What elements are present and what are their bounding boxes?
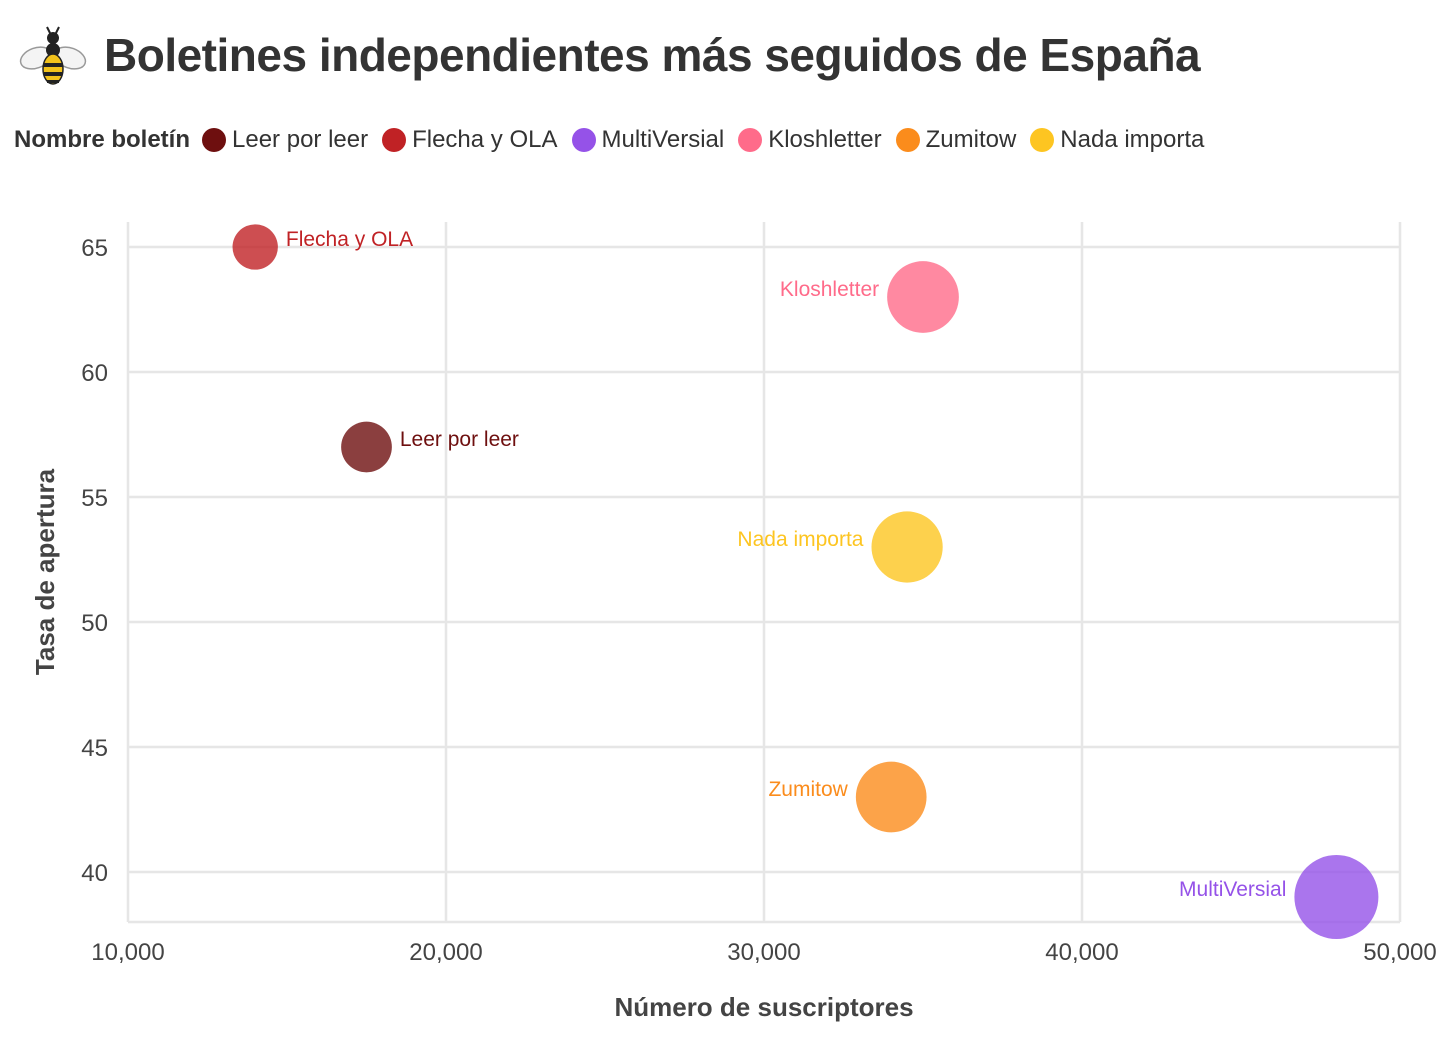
legend-label: MultiVersial (601, 126, 725, 153)
chart-title: Boletines independientes más seguidos de… (104, 29, 1201, 81)
data-point-kloshletter (887, 261, 959, 333)
y-tick-label: 50 (81, 610, 108, 637)
legend-label: Leer por leer (232, 126, 369, 153)
data-label: MultiVersial (1179, 878, 1286, 901)
data-label: Zumitow (768, 778, 848, 801)
data-point-leer-por-leer (341, 421, 392, 473)
data-point-zumitow (855, 761, 927, 833)
legend-swatch (382, 128, 407, 152)
legend-item-nada-importa: Nada importa (1030, 126, 1204, 154)
data-label: Nada importa (737, 528, 863, 551)
y-tick-label: 40 (81, 860, 108, 887)
x-tick-label: 40,000 (1045, 939, 1118, 966)
legend-item-zumitow: Zumitow (895, 126, 1017, 154)
legend-swatch (738, 128, 763, 152)
legend-item-multiversial: MultiVersial (571, 126, 725, 154)
data-point-multiversial (1294, 855, 1379, 939)
y-tick-label: 60 (81, 360, 108, 387)
x-axis-title: Número de suscriptores (614, 992, 913, 1022)
x-tick-label: 10,000 (91, 939, 164, 966)
legend-swatch (571, 128, 596, 152)
x-tick-label: 50,000 (1363, 939, 1436, 966)
legend-label: Zumitow (925, 126, 1017, 153)
data-point-flecha-y-ola (232, 224, 278, 270)
y-axis-title: Tasa de apertura (30, 468, 60, 675)
legend-label: Kloshletter (768, 126, 882, 153)
data-label: Flecha y OLA (286, 228, 413, 251)
chart-legend: Nombre boletín Leer por leer Flecha y OL… (14, 126, 1218, 154)
legend-swatch (895, 128, 920, 152)
legend-item-flecha-y-ola: Flecha y OLA (382, 126, 558, 154)
legend-swatch (1030, 128, 1055, 152)
legend-label: Nada importa (1060, 126, 1205, 153)
y-tick-label: 45 (81, 735, 108, 762)
data-label: Kloshletter (780, 278, 879, 301)
legend-item-leer-por-leer: Leer por leer (202, 126, 368, 154)
chart-header: Boletines independientes más seguidos de… (14, 18, 1201, 92)
x-tick-label: 20,000 (409, 939, 482, 966)
x-tick-label: 30,000 (727, 939, 800, 966)
data-label: Leer por leer (400, 428, 519, 451)
wasp-icon (19, 26, 87, 85)
legend-title: Nombre boletín (14, 126, 191, 153)
y-tick-label: 55 (81, 485, 108, 512)
legend-item-kloshletter: Kloshletter (738, 126, 882, 154)
data-point-nada-importa (871, 511, 943, 583)
legend-swatch (202, 128, 227, 152)
legend-label: Flecha y OLA (412, 126, 558, 153)
y-tick-label: 65 (81, 235, 108, 262)
